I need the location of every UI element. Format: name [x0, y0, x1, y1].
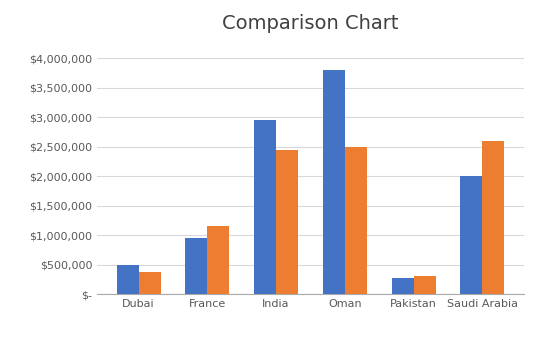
- Bar: [254, 120, 276, 294]
- Bar: [207, 226, 230, 294]
- Bar: [461, 176, 482, 294]
- Bar: [482, 141, 504, 294]
- Title: Comparison Chart: Comparison Chart: [222, 15, 399, 33]
- Bar: [276, 150, 298, 294]
- Bar: [414, 276, 436, 294]
- Bar: [323, 70, 345, 294]
- Bar: [185, 238, 207, 294]
- Bar: [345, 147, 367, 294]
- Bar: [139, 272, 160, 294]
- Bar: [117, 265, 139, 294]
- Bar: [392, 278, 414, 294]
